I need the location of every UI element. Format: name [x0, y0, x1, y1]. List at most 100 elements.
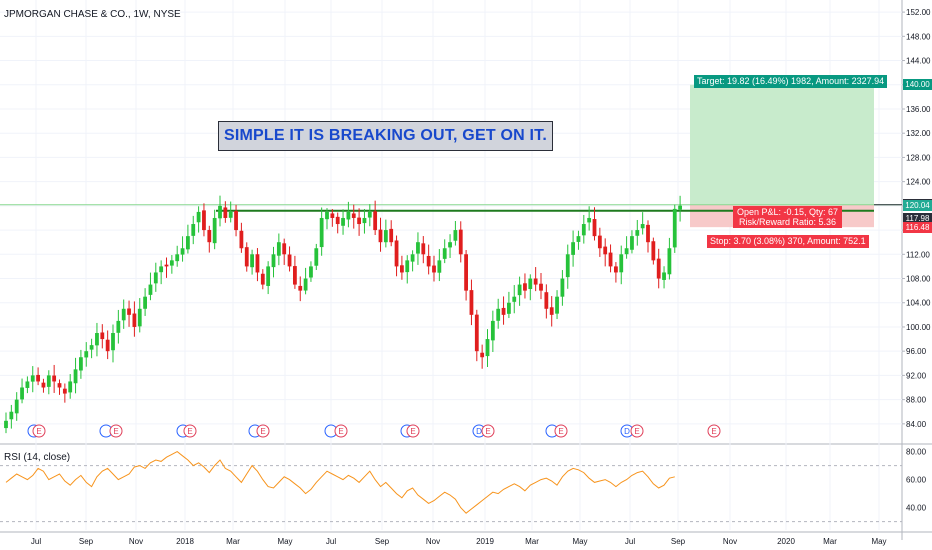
candle-body — [121, 308, 126, 321]
candle-body — [314, 248, 319, 266]
price-tick-label: 136.00 — [906, 105, 931, 114]
time-tick-label: May — [277, 537, 292, 546]
candle-body — [244, 247, 249, 267]
event-marker — [183, 424, 197, 438]
candle-body — [4, 420, 8, 429]
time-tick-label: 2019 — [476, 537, 494, 546]
time-tick-label: Sep — [79, 537, 94, 546]
candle-body — [303, 278, 308, 291]
candle-body — [212, 217, 217, 244]
event-marker — [630, 424, 644, 438]
candle-body — [196, 211, 201, 223]
time-tick-label: May — [871, 537, 886, 546]
candle-body — [480, 352, 485, 358]
candle-body — [62, 388, 67, 394]
candle-body — [565, 254, 570, 278]
candle-body — [619, 254, 624, 273]
candle-body — [656, 258, 661, 279]
candle-body — [9, 411, 14, 420]
candle-body — [426, 255, 431, 267]
event-marker — [481, 424, 495, 438]
price-tick-label: 124.00 — [906, 178, 931, 187]
annotation-note[interactable]: SIMPLE IT IS BREAKING OUT, GET ON IT. — [218, 121, 553, 151]
candle-body — [464, 254, 468, 291]
event-marker — [406, 424, 420, 438]
candle-body — [293, 266, 297, 285]
event-marker — [334, 424, 348, 438]
candle-body — [218, 205, 222, 219]
candle-body — [614, 266, 618, 273]
candle-body — [164, 264, 169, 267]
candle-body — [132, 313, 137, 327]
candle-body — [351, 213, 356, 218]
time-tick-label: Jul — [31, 537, 41, 546]
rsi-panel: 80.00 60.00 40.00 — [0, 448, 927, 523]
candle-body — [678, 205, 682, 210]
candle-body — [127, 308, 131, 315]
candle-body — [469, 290, 474, 315]
price-tick-label: 112.00 — [906, 250, 930, 259]
price-tick-label: 132.00 — [906, 129, 931, 138]
rsi-tick-label: 40.00 — [906, 504, 927, 513]
candle-body — [624, 248, 629, 255]
time-tick-label: Nov — [723, 537, 737, 546]
candle-body — [153, 272, 158, 284]
candle-body — [442, 248, 447, 259]
candle-body — [30, 375, 35, 382]
time-tick-label: Sep — [375, 537, 390, 546]
candle-body — [357, 217, 361, 225]
candle-body — [169, 260, 174, 266]
candle-body — [485, 339, 490, 357]
event-marker — [707, 424, 721, 438]
candle-body — [667, 248, 672, 275]
candle-body — [341, 217, 345, 226]
candle-body — [346, 211, 351, 220]
time-tick-label: May — [572, 537, 587, 546]
candle-body — [143, 296, 147, 309]
price-tick-label: 84.00 — [906, 420, 927, 429]
candle-body — [662, 272, 666, 280]
event-marker-label: D — [476, 427, 482, 436]
candle-body — [325, 211, 329, 220]
event-marker-label: E — [260, 427, 265, 436]
candle-body — [250, 254, 254, 268]
candle-body — [335, 216, 340, 225]
candle-body — [46, 375, 51, 387]
candle-body — [517, 284, 522, 296]
candle-body — [266, 266, 271, 286]
candle-body — [57, 383, 62, 388]
candle-body — [186, 236, 190, 250]
candle-body — [507, 302, 511, 314]
candle-body — [116, 320, 121, 333]
price-label: 117.98 — [903, 212, 932, 224]
candle-body — [207, 229, 212, 243]
time-tick-label: Nov — [129, 537, 143, 546]
event-marker-label: E — [36, 427, 41, 436]
time-tick-label: 2018 — [176, 537, 194, 546]
candle-body — [73, 369, 78, 384]
rsi-title: RSI (14, close) — [4, 452, 71, 463]
candle-body — [223, 207, 228, 218]
candle-body — [651, 241, 656, 261]
event-marker — [554, 424, 568, 438]
event-marker — [256, 424, 270, 438]
candle-body — [608, 252, 613, 267]
price-tick-label: 100.00 — [906, 323, 931, 332]
event-marker — [109, 424, 123, 438]
price-tick-label: 108.00 — [906, 275, 931, 284]
candle-body — [539, 283, 543, 291]
rsi-tick-label: 80.00 — [906, 448, 927, 457]
price-tick-label: 152.00 — [906, 8, 931, 17]
time-tick-label: Mar — [525, 537, 539, 546]
candle-body — [239, 230, 244, 249]
price-tick-label: 128.00 — [906, 153, 931, 162]
risk-reward-text: Risk/Reward Ratio: 5.36 — [739, 217, 837, 227]
candle-body — [378, 229, 383, 243]
event-marker-label: E — [634, 427, 639, 436]
candle-body — [646, 224, 650, 243]
candle-body — [394, 240, 399, 267]
price-tick-label: 96.00 — [906, 347, 927, 356]
candle-body — [490, 320, 495, 341]
